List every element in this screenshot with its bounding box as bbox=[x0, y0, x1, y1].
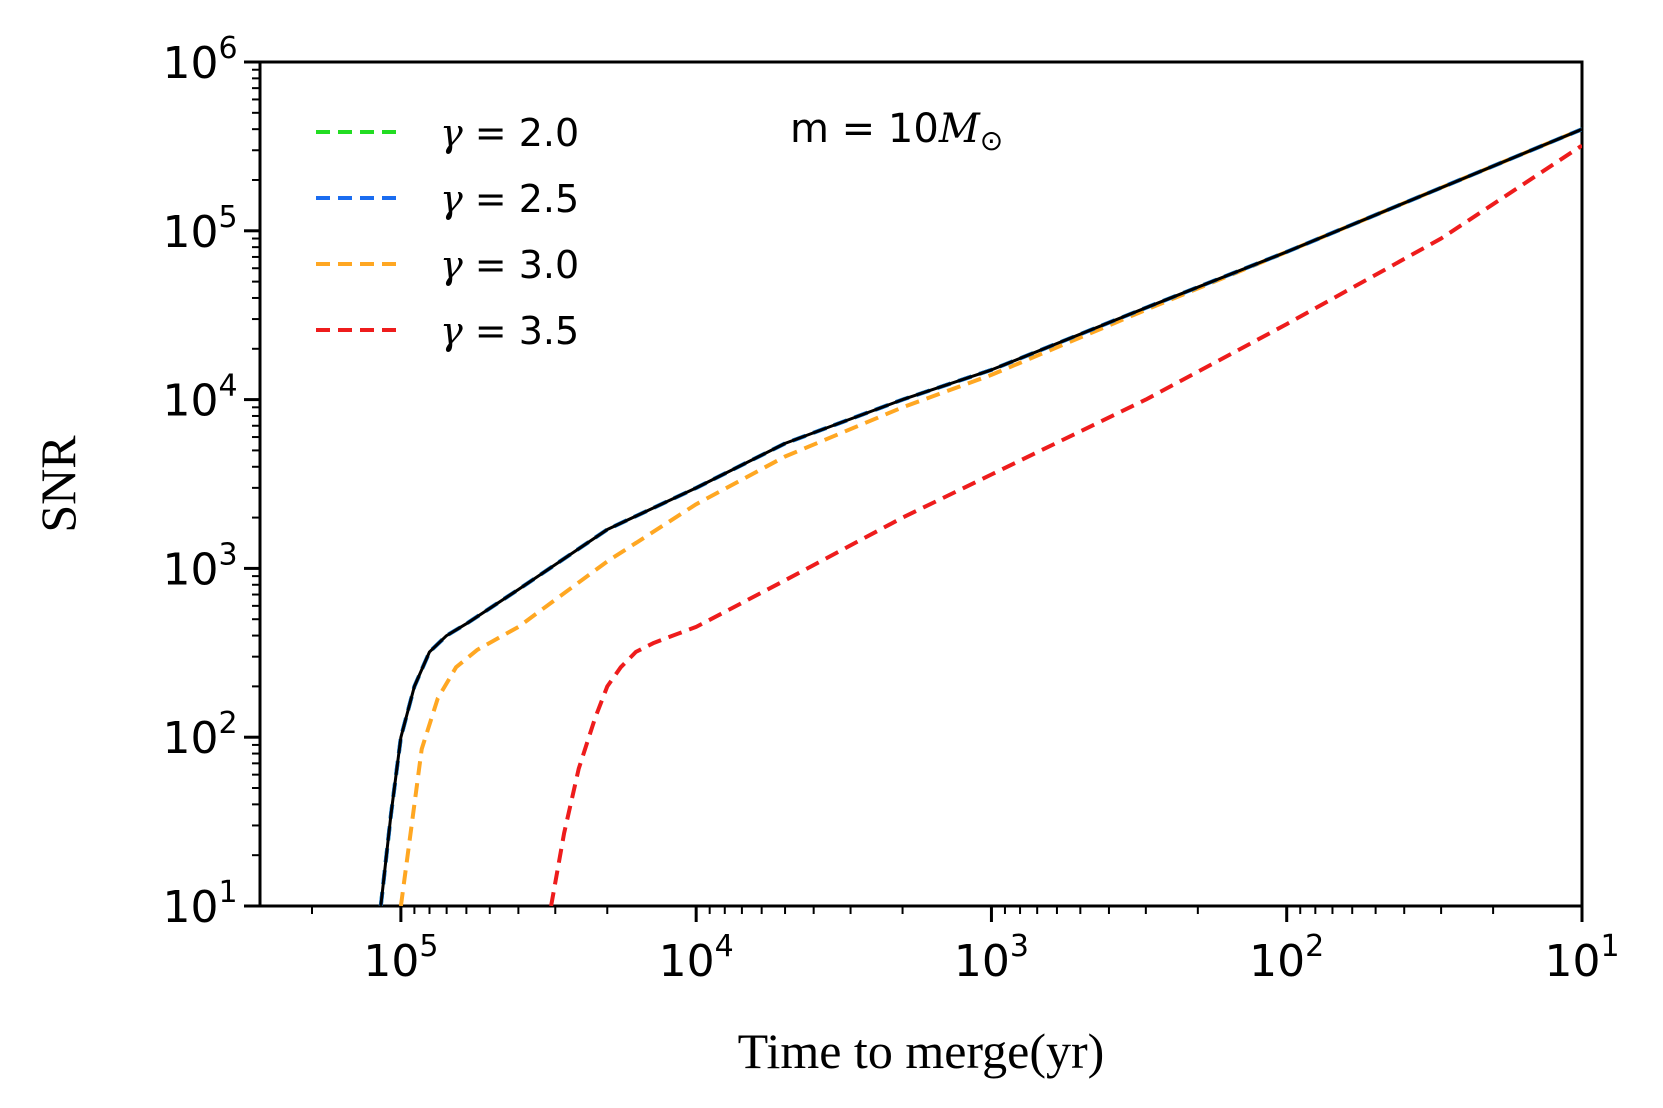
y-axis-title: SNR bbox=[30, 435, 86, 533]
minor-ticks bbox=[252, 68, 1495, 914]
x-tick-label: 102 bbox=[1249, 929, 1324, 987]
mass-annotation-symbol: M bbox=[938, 106, 981, 152]
y-tick-label: 106 bbox=[162, 31, 237, 89]
y-tick-label: 103 bbox=[162, 537, 237, 595]
legend-label: γ = 3.5 bbox=[440, 309, 579, 353]
legend-label: γ = 2.5 bbox=[440, 177, 579, 221]
y-tick-label: 101 bbox=[162, 875, 237, 933]
mass-annotation-sub: ⊙ bbox=[980, 124, 1003, 157]
y-tick-label: 105 bbox=[162, 200, 237, 258]
plot-frame bbox=[258, 60, 1584, 908]
legend: γ = 2.0 γ = 2.5 γ = 3.0 γ = 3.5 bbox=[316, 111, 579, 353]
mass-annotation: m = 10M⊙ bbox=[790, 106, 1003, 157]
x-tick-label: 105 bbox=[363, 929, 438, 987]
legend-label: γ = 3.0 bbox=[440, 243, 579, 287]
series-line-reference bbox=[379, 127, 1582, 906]
series-layer bbox=[378, 127, 1582, 906]
series-line-gamma-35 bbox=[549, 143, 1582, 906]
y-tick-label: 102 bbox=[162, 706, 237, 764]
legend-label: γ = 2.0 bbox=[440, 111, 579, 155]
x-axis-title: Time to merge(yr) bbox=[738, 1023, 1105, 1079]
y-tick-label: 104 bbox=[162, 369, 237, 427]
x-tick-label: 104 bbox=[659, 929, 734, 987]
x-tick-label: 101 bbox=[1544, 929, 1619, 987]
mass-annotation-prefix: m = 10 bbox=[790, 106, 939, 152]
major-ticks bbox=[244, 60, 1584, 922]
x-tick-label: 103 bbox=[954, 929, 1029, 987]
tick-labels: 105 104 103 102 101 101 102 103 104 105 106 bbox=[162, 31, 1619, 987]
